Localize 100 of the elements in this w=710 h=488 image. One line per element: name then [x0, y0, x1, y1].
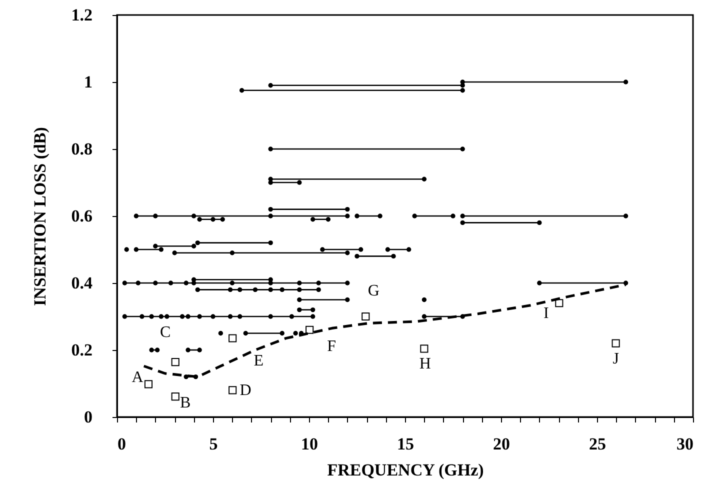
point [197, 217, 202, 222]
point [460, 220, 465, 226]
annotation: C [160, 324, 171, 342]
x-tick-label: 15 [397, 434, 414, 454]
y-tick-label: 0 [84, 408, 92, 426]
point [220, 217, 225, 222]
point [297, 287, 302, 292]
point [385, 247, 390, 252]
point [195, 287, 200, 292]
point [140, 314, 144, 319]
x-tick-label: 20 [493, 434, 510, 454]
point [268, 287, 273, 292]
point [460, 214, 465, 218]
point [268, 180, 273, 185]
point [297, 307, 302, 312]
point [164, 314, 170, 319]
y-tick-label: 0.8 [71, 140, 92, 158]
annotation: D [240, 382, 252, 400]
annotation: A [132, 369, 144, 386]
point [180, 314, 185, 319]
point [195, 240, 200, 246]
point [345, 297, 350, 302]
point [378, 214, 382, 218]
point [297, 180, 302, 185]
point [422, 314, 427, 319]
point [280, 287, 284, 292]
point [406, 247, 412, 252]
point [268, 240, 273, 246]
point [228, 386, 237, 394]
point [316, 287, 321, 292]
annotation: H [419, 356, 432, 373]
x-tick-label: 30 [676, 434, 694, 454]
point [172, 250, 177, 256]
annotation: I [544, 305, 549, 322]
point [210, 314, 216, 319]
point [612, 339, 620, 348]
x-axis-title: FREQUENCY (GHz) [327, 460, 484, 480]
point [297, 297, 302, 302]
point [391, 254, 396, 259]
point [268, 314, 273, 319]
point [310, 314, 316, 319]
annotation: J [612, 350, 619, 368]
annotation: G [368, 282, 380, 300]
point [186, 314, 190, 319]
point [149, 314, 154, 319]
point [537, 220, 542, 226]
point [289, 314, 294, 319]
y-tick-label: 0.6 [71, 206, 92, 226]
y-tick-label: 0.4 [71, 274, 93, 292]
point [345, 214, 350, 218]
y-tick-label: 0.2 [71, 340, 92, 360]
point [134, 247, 139, 252]
point [326, 217, 331, 222]
point [243, 330, 248, 336]
point [186, 348, 190, 352]
point [154, 348, 160, 352]
point [122, 314, 128, 319]
y-tick-label: 1.2 [71, 6, 92, 24]
point [228, 287, 233, 292]
point [358, 247, 364, 252]
point [420, 344, 428, 353]
point [354, 254, 360, 259]
point [230, 280, 235, 286]
point [171, 358, 180, 366]
point [320, 247, 325, 252]
point [460, 80, 465, 84]
point [228, 314, 233, 319]
point [230, 250, 235, 256]
point [252, 287, 258, 292]
point [354, 214, 360, 218]
point [310, 307, 316, 312]
point [316, 280, 321, 286]
x-tick-label: 5 [209, 434, 218, 454]
x-tick-label: 0 [118, 434, 126, 454]
point [345, 280, 350, 286]
point [134, 214, 139, 218]
point [149, 348, 154, 352]
point [268, 280, 273, 286]
point [345, 250, 350, 256]
point [623, 214, 628, 218]
point [460, 88, 465, 93]
point [158, 247, 164, 252]
point [136, 280, 140, 286]
point [168, 280, 174, 286]
point [228, 334, 237, 342]
point [171, 392, 180, 401]
point [555, 299, 564, 308]
point [122, 280, 128, 286]
point [268, 206, 273, 212]
point [268, 83, 273, 88]
point [345, 206, 350, 212]
point [412, 214, 417, 218]
point [422, 176, 427, 182]
point [450, 214, 456, 218]
point [460, 146, 465, 152]
point [362, 312, 370, 321]
point [191, 244, 196, 248]
annotation: F [327, 338, 336, 355]
point [158, 314, 164, 319]
point [153, 280, 158, 286]
